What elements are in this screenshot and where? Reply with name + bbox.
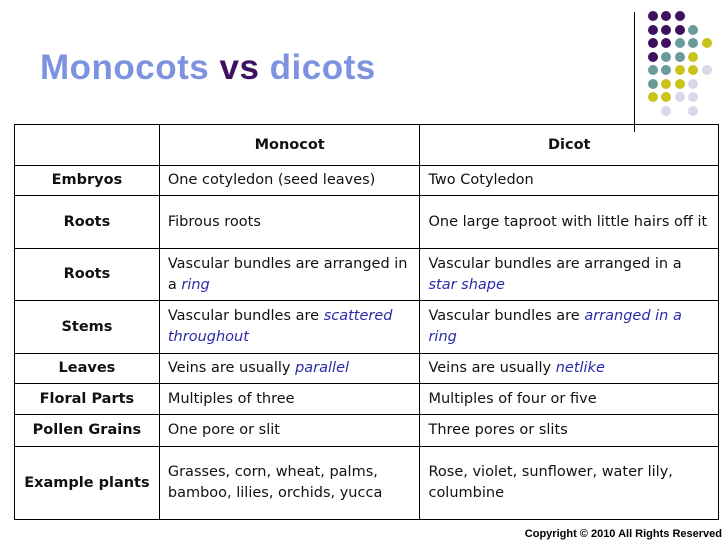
row-label: Roots: [14, 195, 160, 249]
monocot-emphasis: scattered throughout: [167, 308, 393, 345]
decorative-dot: [648, 38, 658, 48]
decorative-dot: [674, 38, 685, 48]
table-row: Floral Parts Multiples of three Multiples …: [14, 383, 719, 415]
monocot-text: Vascular bundles are: [167, 308, 324, 324]
decorative-dot: [648, 92, 658, 102]
row-label: Embryos: [14, 165, 160, 196]
monocot-text: One pore or slit: [167, 422, 280, 438]
decorative-dot: [688, 92, 699, 102]
monocot-cell: Vascular bundles are arranged in a ring: [158, 248, 421, 301]
row-label: Stems: [14, 300, 160, 354]
dicot-text: Vascular bundles are arranged in a: [428, 255, 682, 272]
decorative-dot: [648, 65, 658, 75]
dicot-emphasis: star shape: [428, 276, 505, 293]
dicot-text: Two Cotyledon: [428, 172, 534, 188]
monocot-cell: One pore or slit: [158, 414, 421, 447]
decorative-dot: [701, 38, 712, 48]
decorative-dot: [701, 65, 712, 75]
monocot-text: Fibrous roots: [167, 213, 261, 230]
dicot-cell: Vascular bundles are arranged in a ring: [419, 300, 719, 354]
dicot-cell: One large taproot with little hairs off …: [419, 195, 719, 249]
table-row: Pollen Grains One pore or slit Three pores…: [14, 414, 719, 447]
dicot-cell: Multiples of four or five: [419, 383, 719, 415]
monocot-emphasis: parallel: [295, 360, 350, 376]
monocot-cell: Fibrous roots: [158, 195, 421, 249]
dicot-text: Veins are usually: [428, 360, 556, 376]
dicot-text: Multiples of four or five: [428, 390, 597, 407]
decorative-dot: [661, 11, 672, 21]
monocot-cell: Veins are usually parallel: [158, 353, 421, 384]
slide-title: Monocots vs dicots: [40, 48, 376, 88]
monocot-cell: Grasses, corn, wheat, palms, bamboo, lil…: [158, 446, 421, 520]
dicot-cell: Two Cotyledon: [419, 165, 719, 196]
decorative-dot: [674, 11, 685, 21]
monocot-cell: One cotyledon (seed leaves): [158, 165, 421, 196]
decorative-dot: [688, 78, 699, 89]
decorative-dot: [688, 105, 699, 116]
row-label: Roots: [14, 248, 160, 301]
monocot-cell: Vascular bundles are scattered throughou…: [158, 300, 421, 354]
decorative-dot: [674, 24, 685, 35]
title-dicots: dicots: [269, 48, 376, 87]
decorative-dot: [661, 24, 672, 35]
table-row: Stems Vascular bundles are scattered thro…: [14, 300, 719, 354]
decorative-dot: [688, 38, 699, 48]
monocot-text: Multiples of three: [167, 390, 295, 407]
dicot-cell: Three pores or slits: [419, 414, 719, 447]
decorative-dot: [661, 105, 672, 116]
dicot-cell: Rose, violet, sunflower, water lily, col…: [419, 446, 719, 520]
decorative-dot: [661, 78, 672, 89]
row-label: Floral Parts: [14, 383, 160, 415]
decorative-dot: [661, 38, 672, 48]
monocot-text: Vascular bundles are arranged in a: [167, 255, 408, 293]
dicot-cell: Veins are usually netlike: [419, 353, 719, 384]
decorative-dot: [688, 24, 699, 35]
table-header-row: Monocot Dicot: [14, 124, 719, 166]
title-vs: vs: [219, 48, 260, 87]
table-row: Roots Fibrous roots One large taproot with…: [14, 195, 719, 249]
table-row: Leaves Veins are usually parallel Veins ar…: [14, 353, 719, 384]
dicot-emphasis: netlike: [555, 360, 605, 376]
decorative-dot: [674, 92, 685, 102]
decorative-dot: [648, 51, 658, 62]
dicot-text: One large taproot with little hairs off …: [428, 213, 708, 230]
row-label: Leaves: [14, 353, 160, 384]
comparison-table: Monocot Dicot Embryos One cotyledon (seed…: [14, 124, 719, 520]
row-label: Example plants: [14, 446, 160, 520]
dicot-text: Vascular bundles are: [428, 308, 585, 324]
decorative-divider: [634, 12, 635, 132]
decorative-dot: [661, 92, 672, 102]
header-monocot: Monocot: [158, 124, 421, 166]
row-label: Pollen Grains: [14, 414, 160, 447]
dicot-cell: Vascular bundles are arranged in a star …: [419, 248, 719, 301]
dicot-emphasis: arranged in a ring: [428, 308, 682, 345]
table-row: Embryos One cotyledon (seed leaves) Two Co…: [14, 165, 719, 196]
table-row: Example plants Grasses, corn, wheat, palm…: [14, 446, 719, 520]
dicot-text: Rose, violet, sunflower, water lily, col…: [428, 464, 673, 501]
header-empty: [14, 124, 160, 166]
decorative-dot: [674, 65, 685, 75]
decorative-dot: [674, 51, 685, 62]
monocot-cell: Multiples of three: [158, 383, 421, 415]
decorative-dot: [661, 51, 672, 62]
monocot-text: One cotyledon (seed leaves): [167, 172, 376, 188]
monocot-text: Grasses, corn, wheat, palms, bamboo, lil…: [167, 464, 383, 501]
monocot-emphasis: ring: [181, 276, 210, 293]
decorative-dot: [648, 78, 658, 89]
dicot-text: Three pores or slits: [428, 422, 568, 438]
title-monocots: Monocots: [40, 48, 210, 87]
copyright-notice: Copyright © 2010 All Rights Reserved: [524, 528, 722, 540]
decorative-dot: [688, 65, 699, 75]
header-dicot: Dicot: [419, 124, 719, 166]
table-row: Roots Vascular bundles are arranged in a …: [14, 248, 719, 301]
decorative-dot: [688, 51, 699, 62]
decorative-dot: [661, 65, 672, 75]
decorative-dot: [648, 11, 658, 21]
decorative-dot: [674, 78, 685, 89]
monocot-text: Veins are usually: [167, 360, 296, 376]
decorative-dot: [648, 24, 658, 35]
